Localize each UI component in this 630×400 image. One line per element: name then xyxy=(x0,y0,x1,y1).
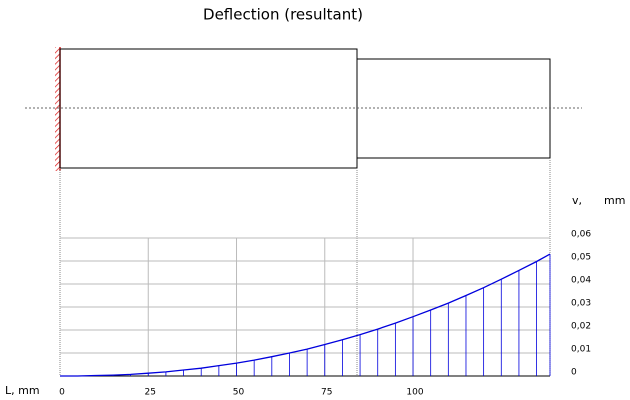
y-tick-label: 0,04 xyxy=(571,276,591,286)
fixed-support xyxy=(55,47,60,171)
y-tick-label: 0,03 xyxy=(571,299,591,309)
y-axis-label: v, xyxy=(572,194,582,207)
deflection-curve xyxy=(60,253,551,377)
y-axis-unit: mm xyxy=(604,194,625,207)
shaft-section xyxy=(59,48,358,169)
x-tick-label: 75 xyxy=(321,388,332,398)
shaft xyxy=(25,47,582,376)
y-tick-label: 0,05 xyxy=(571,253,591,263)
chart-title: Deflection (resultant) xyxy=(203,6,363,24)
y-tick-label: 0,01 xyxy=(571,345,591,355)
y-tick-label: 0 xyxy=(571,368,577,378)
x-tick-label: 25 xyxy=(145,388,156,398)
x-tick-label: 50 xyxy=(233,388,245,398)
y-tick-label: 0,06 xyxy=(571,230,591,240)
y-tick-label: 0,02 xyxy=(571,322,591,332)
x-tick-label: 0 xyxy=(59,388,65,398)
x-tick-label: 100 xyxy=(406,388,423,398)
x-axis-label: L, mm xyxy=(5,384,40,397)
